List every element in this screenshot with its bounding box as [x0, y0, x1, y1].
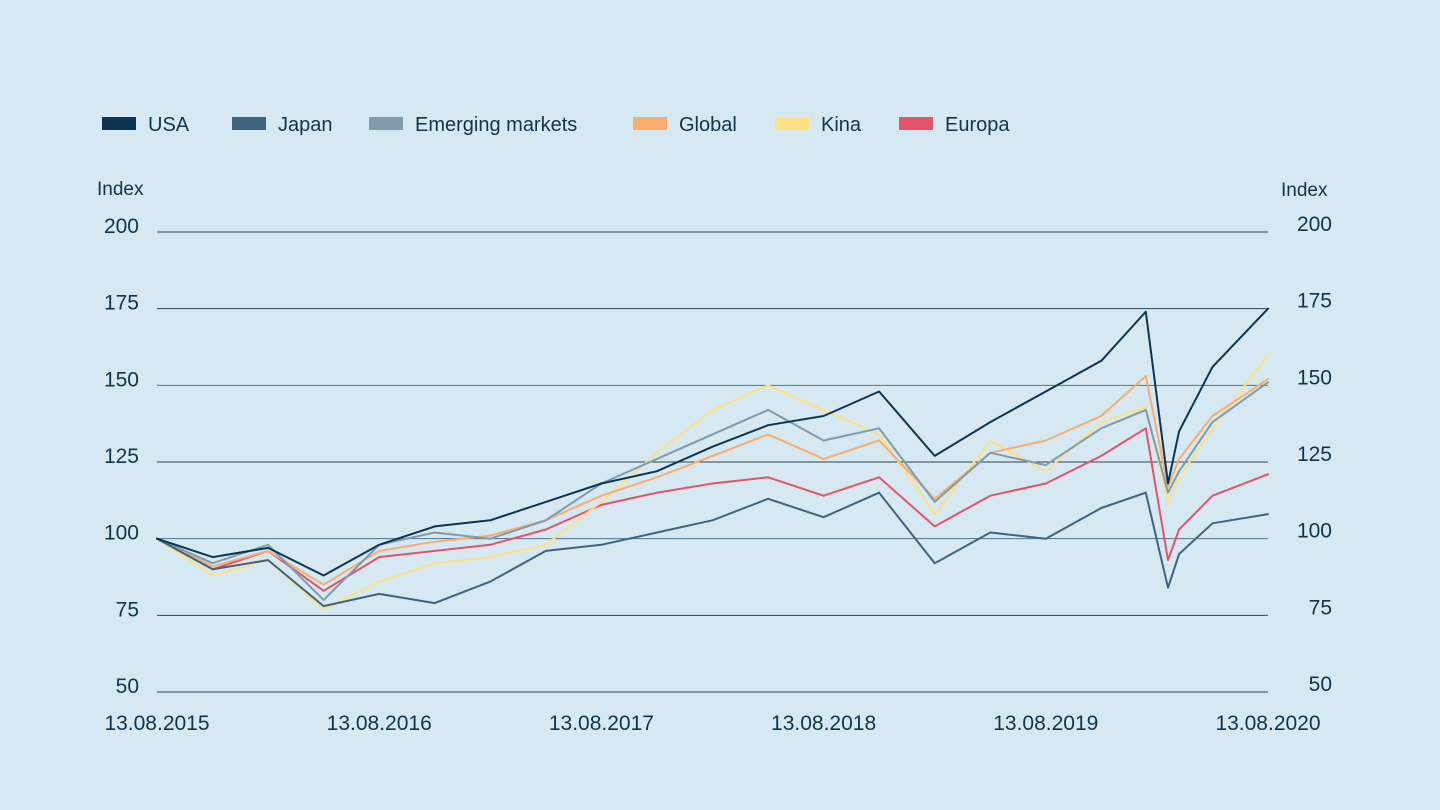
x-tick-label: 13.08.2019 [993, 712, 1098, 735]
y-tick-right-50: 50 [1309, 673, 1332, 696]
series-lines [156, 307, 1269, 611]
axes: Index Index 50 50 75 75 100 100 125 125 150 150 17… [97, 179, 1332, 735]
series-line-europa [156, 427, 1269, 592]
legend-label: USA [148, 114, 190, 136]
y-tick-left-200: 200 [104, 215, 139, 238]
legend-item-europa[interactable]: Europa [899, 114, 1010, 136]
y-axis-label-right: Index [1281, 180, 1328, 201]
x-tick-label: 13.08.2020 [1215, 712, 1320, 735]
series-line-global [156, 375, 1269, 586]
legend-label: Emerging markets [415, 114, 577, 136]
legend-swatch [775, 117, 809, 130]
legend-item-usa[interactable]: USA [102, 114, 190, 136]
y-tick-left-125: 125 [104, 445, 139, 468]
y-tick-right-75: 75 [1309, 596, 1332, 619]
series-line-kina [156, 353, 1269, 611]
y-tick-right-200: 200 [1297, 213, 1332, 236]
y-tick-right-100: 100 [1297, 520, 1332, 543]
legend-swatch [232, 117, 266, 130]
legend-label: Kina [821, 114, 862, 136]
legend-swatch [633, 117, 667, 130]
legend-swatch [899, 117, 933, 130]
legend-label: Global [679, 114, 737, 136]
legend-label: Europa [945, 114, 1010, 136]
y-tick-left-100: 100 [104, 522, 139, 545]
y-tick-left-50: 50 [116, 675, 139, 698]
legend-item-global[interactable]: Global [633, 114, 737, 136]
legend-item-japan[interactable]: Japan [232, 114, 333, 136]
gridlines [157, 231, 1268, 693]
legend-swatch [369, 117, 403, 130]
legend-item-kina[interactable]: Kina [775, 114, 862, 136]
x-tick-label: 13.08.2016 [327, 712, 432, 735]
legend[interactable]: USA Japan Emerging markets Global Kina Europa [102, 114, 1010, 136]
series-line-usa [156, 307, 1269, 577]
y-tick-left-150: 150 [104, 368, 139, 391]
legend-label: Japan [278, 114, 333, 136]
y-axis-label-left: Index [97, 179, 144, 200]
y-tick-left-75: 75 [116, 598, 139, 621]
y-tick-right-125: 125 [1297, 443, 1332, 466]
y-tick-right-175: 175 [1297, 290, 1332, 313]
series-line-japan [156, 491, 1269, 608]
x-tick-label: 13.08.2017 [549, 712, 654, 735]
y-tick-right-150: 150 [1297, 366, 1332, 389]
legend-item-emerging-markets[interactable]: Emerging markets [369, 114, 577, 136]
series-line-emerging-markets [156, 381, 1269, 601]
y-tick-left-175: 175 [104, 292, 139, 315]
x-tick-label: 13.08.2015 [104, 712, 209, 735]
legend-swatch [102, 117, 136, 130]
x-tick-label: 13.08.2018 [771, 712, 876, 735]
